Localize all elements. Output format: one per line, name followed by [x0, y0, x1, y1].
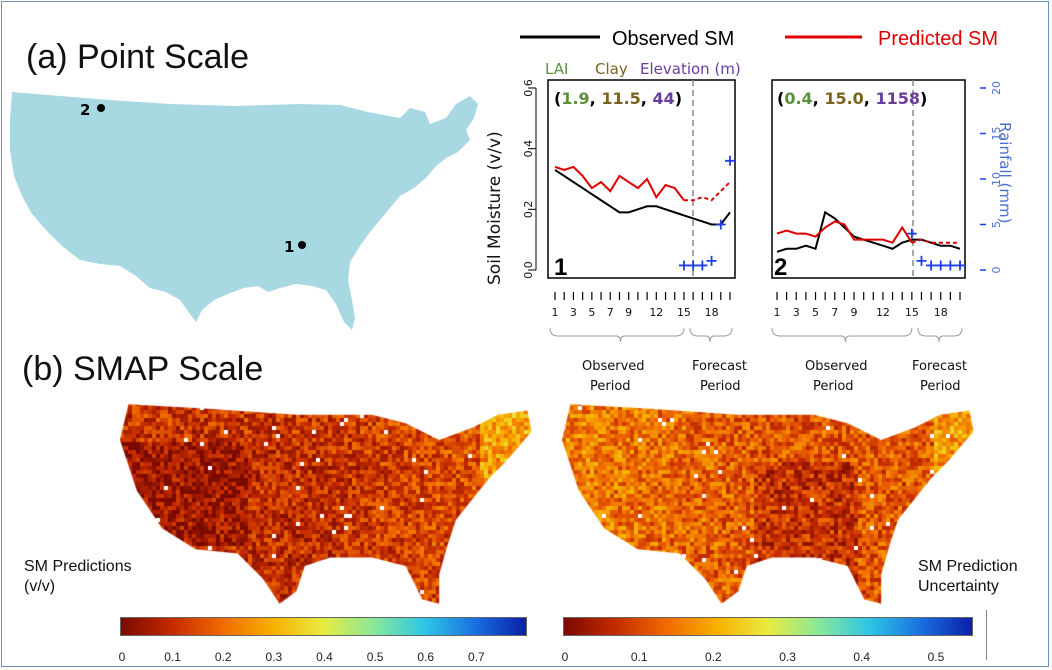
colorbar-tick-label: 0.2 [703, 650, 723, 664]
panel-1-number: 1 [554, 254, 567, 281]
panel-2-rain-mark [926, 260, 936, 270]
panel-2-forecast-brace [918, 328, 962, 342]
panel-2-open: ( [777, 89, 784, 108]
panel-1-predicted-forecast-line [684, 182, 730, 200]
panel-2-number: 2 [774, 254, 787, 281]
y-tick-label: 0.0 [522, 261, 535, 279]
panel-1-observed-line1: Observed [582, 359, 645, 374]
panel-2-x-tick-label: 5 [812, 306, 819, 319]
colorbar-tick-label: 0.1 [629, 650, 649, 664]
panel-1-x-tick-label: 15 [677, 306, 691, 319]
panel-1-x-tick-label: 12 [649, 306, 663, 319]
colorbar-right [563, 617, 973, 636]
colorbar-tick-label: 0.6 [416, 650, 436, 664]
colorbar-tick-label: 0.1 [163, 650, 183, 664]
panel-1-rain-mark [688, 260, 698, 270]
panel-1-rain-mark [697, 260, 707, 270]
panel-2-x-tick-label: 12 [876, 306, 890, 319]
panel-2-observed-line1: Observed [805, 359, 868, 374]
panel-1-sep2: , [641, 89, 653, 108]
panel-2-x-tick-label: 18 [934, 306, 948, 319]
colorbar-tick-label: 0.4 [315, 650, 335, 664]
colorbar-tick-label: 0.4 [852, 650, 872, 664]
y-tick-label: 0.4 [522, 140, 535, 158]
y-tick-label: 0.2 [522, 201, 535, 219]
divider-line [986, 610, 987, 660]
panel-2-x-tick-label: 1 [774, 306, 781, 319]
panel-2-rain-mark [916, 256, 926, 266]
panel-2-sep2: , [864, 89, 876, 108]
panel-2-clay: 15.0 [824, 89, 863, 108]
panel-1-x-tick-label: 5 [588, 306, 595, 319]
panel-1-forecast-line1: Forecast [692, 359, 747, 374]
panel-1-observed-line2: Period [590, 379, 631, 394]
panel-2-elevation: 1158 [875, 89, 920, 108]
panel-2-observed-line [777, 212, 912, 251]
chart-marks: 1 3 5 7 9 12 15 18 1 3 5 7 9 12 15 180.00.20.40.6051015… [522, 79, 1003, 342]
panel-1-attributes: (1.9, 11.5, 44) [554, 89, 682, 108]
panel-1-clay: 11.5 [601, 89, 640, 108]
panel-2-forecast-line1: Forecast [912, 359, 967, 374]
panel-2-observed-brace [772, 328, 912, 342]
y-axis-label: Soil Moisture (v/v) [485, 131, 505, 285]
panel-1-x-tick-label: 18 [705, 306, 719, 319]
rain-tick-label: 10 [990, 172, 1003, 186]
panel-2-rain-mark [955, 260, 965, 270]
panel-1-observed-brace [550, 328, 684, 342]
rain-tick-label: 0 [990, 267, 1003, 274]
rain-tick-label: 20 [990, 81, 1003, 95]
colorbar-left [120, 617, 527, 636]
panel-2-observed-line2: Period [813, 379, 854, 394]
panel-2-forecast-line2: Period [920, 379, 961, 394]
colorbar-tick-label: 0.3 [778, 650, 798, 664]
panel-1-rain-mark [725, 156, 735, 166]
panel-2-close: ) [920, 89, 927, 108]
panel-2-x-tick-label: 15 [905, 306, 919, 319]
rain-tick-label: 5 [990, 221, 1003, 228]
panel-2-rain-mark [945, 260, 955, 270]
panel-1-lai: 1.9 [561, 89, 589, 108]
panel-1-rain-mark [679, 260, 689, 270]
panel-1-elevation: 44 [652, 89, 674, 108]
panel-2-attributes: (0.4, 15.0, 1158) [777, 89, 927, 108]
colorbar-tick-label: 0 [555, 650, 575, 664]
y-tick-label: 0.6 [522, 79, 535, 97]
panel-1-x-tick-label: 9 [625, 306, 632, 319]
map-right-caption-line1: SM Prediction [918, 557, 1018, 577]
panel-b-title: (b) SMAP Scale [22, 350, 263, 389]
sm-predictions-map [120, 398, 540, 608]
panel-2-sep1: , [813, 89, 825, 108]
panel-1-x-tick-label: 1 [552, 306, 559, 319]
panel-1-close: ) [675, 89, 682, 108]
panel-1-open: ( [554, 89, 561, 108]
panel-2-lai: 0.4 [784, 89, 812, 108]
colorbar-tick-label: 0.7 [466, 650, 486, 664]
rain-tick-label: 15 [990, 127, 1003, 141]
colorbar-tick-label: 0 [112, 650, 132, 664]
panel-2-x-tick-label: 9 [851, 306, 858, 319]
panel-2-x-tick-label: 3 [793, 306, 800, 319]
map-left-caption-line2: (v/v) [24, 577, 55, 597]
colorbar-tick-label: 0.2 [213, 650, 233, 664]
panel-2-predicted-line [777, 221, 912, 242]
panel-2-rain-mark [936, 260, 946, 270]
colorbar-tick-label: 0.5 [365, 650, 385, 664]
panel-1-forecast-line2: Period [700, 379, 741, 394]
panel-1-x-tick-label: 3 [570, 306, 577, 319]
map-left-caption-line1: SM Predictions [24, 557, 132, 577]
panel-2-predicted-forecast-line [912, 240, 960, 243]
panel-1-frame [548, 80, 735, 278]
panel-1-sep1: , [590, 89, 602, 108]
panel-1-rain-mark [707, 256, 717, 266]
panel-2-x-tick-label: 7 [831, 306, 838, 319]
panel-1-observed-forecast-line [684, 212, 730, 224]
panel-1-x-tick-label: 7 [607, 306, 614, 319]
map-right-caption-line2: Uncertainty [918, 577, 999, 597]
panel-1-forecast-brace [690, 328, 732, 342]
colorbar-tick-label: 0.5 [926, 650, 946, 664]
colorbar-tick-label: 0.3 [264, 650, 284, 664]
